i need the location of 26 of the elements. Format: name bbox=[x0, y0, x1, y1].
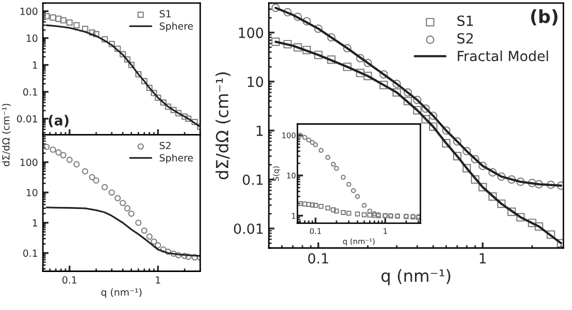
y-tick-label: 1 bbox=[32, 219, 38, 226]
y-tick-label: 1 bbox=[32, 62, 38, 69]
y-tick-label: 0.01 bbox=[234, 223, 263, 234]
legend-label: S1 bbox=[160, 10, 171, 18]
legend-label: Fractal Model bbox=[458, 50, 548, 62]
y-axis-title: dΣ/dΩ (cm⁻¹) bbox=[2, 104, 11, 166]
y-tick-label: 100 bbox=[20, 158, 38, 166]
y-tick-label: 100 bbox=[238, 28, 264, 38]
legend-label: Sphere bbox=[160, 22, 193, 32]
y-tick-label: 0.01 bbox=[17, 115, 38, 123]
x-axis-title: q (nm⁻¹) bbox=[381, 269, 450, 286]
y-axis-title: dΣ/dΩ (cm⁻¹) bbox=[216, 72, 230, 180]
x-axis-title: q (nm⁻¹) bbox=[101, 288, 142, 298]
legend-label: S2 bbox=[160, 142, 171, 150]
legend-label: S2 bbox=[457, 33, 473, 44]
y-tick-label: 0.1 bbox=[23, 88, 38, 96]
y-tick-label: 100 bbox=[20, 8, 38, 16]
y-tick-label: 10 bbox=[26, 34, 38, 42]
annotation: (a) bbox=[48, 114, 68, 128]
annotation: (b) bbox=[531, 9, 558, 26]
legend-label: S1 bbox=[457, 16, 473, 26]
y-tick-label: 10 bbox=[26, 188, 38, 196]
legend-label: Sphere bbox=[160, 154, 193, 164]
y-tick-label: 0.1 bbox=[242, 174, 263, 186]
y-tick-label: 1 bbox=[256, 126, 263, 136]
y-tick-label: 10 bbox=[248, 76, 264, 88]
